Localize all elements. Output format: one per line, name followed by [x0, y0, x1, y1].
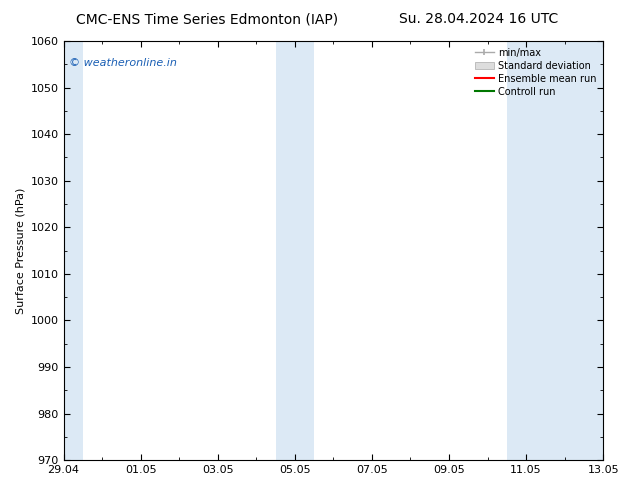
Y-axis label: Surface Pressure (hPa): Surface Pressure (hPa) [15, 187, 25, 314]
Bar [63, 41, 83, 460]
Bar [507, 41, 603, 460]
Text: Su. 28.04.2024 16 UTC: Su. 28.04.2024 16 UTC [399, 12, 558, 26]
Text: CMC-ENS Time Series Edmonton (IAP): CMC-ENS Time Series Edmonton (IAP) [76, 12, 338, 26]
Text: © weatheronline.in: © weatheronline.in [69, 58, 177, 68]
Legend: min/max, Standard deviation, Ensemble mean run, Controll run: min/max, Standard deviation, Ensemble me… [472, 46, 598, 98]
Bar [276, 41, 314, 460]
